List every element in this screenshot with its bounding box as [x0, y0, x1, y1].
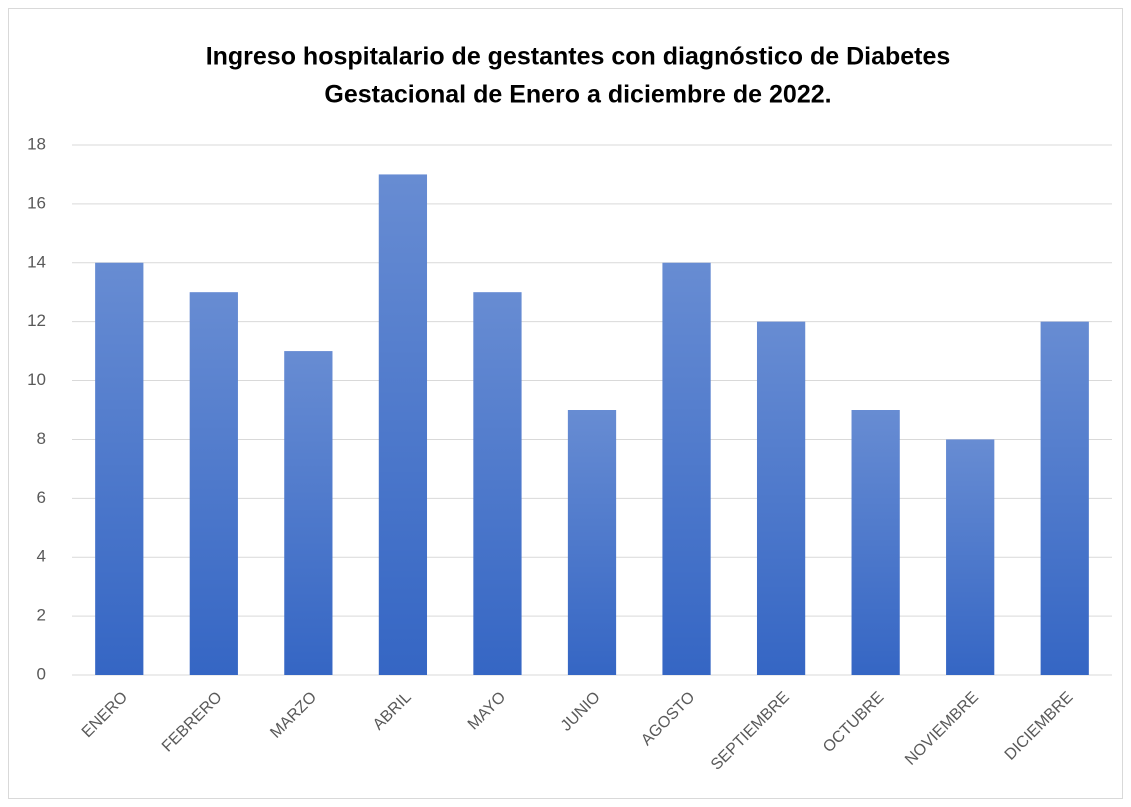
y-tick-label: 8 [37, 429, 46, 448]
bar-shade [378, 174, 428, 675]
bar-shade [851, 410, 900, 675]
bar-shade [189, 292, 238, 675]
y-tick-label: 10 [27, 370, 46, 389]
bar-shade [95, 262, 144, 675]
y-tick-label: 18 [27, 134, 46, 153]
y-tick-label: 12 [27, 311, 46, 330]
bar-shade [662, 262, 711, 675]
bar-shade [1040, 321, 1089, 675]
bar-shade [756, 321, 806, 675]
chart-border [8, 8, 1123, 799]
y-tick-label: 14 [27, 252, 46, 271]
bar-shade [946, 439, 995, 675]
bar-shade [284, 351, 333, 675]
chart-title: Ingreso hospitalario de gestantes con di… [206, 43, 951, 71]
y-tick-label: 4 [37, 547, 46, 566]
bar-shade [567, 410, 617, 675]
y-tick-label: 0 [37, 664, 46, 683]
chart-title: Gestacional de Enero a diciembre de 2022… [324, 81, 831, 109]
y-tick-label: 2 [37, 606, 46, 625]
y-tick-label: 6 [37, 488, 46, 507]
bar-shade [473, 292, 522, 675]
y-tick-label: 16 [27, 193, 46, 212]
